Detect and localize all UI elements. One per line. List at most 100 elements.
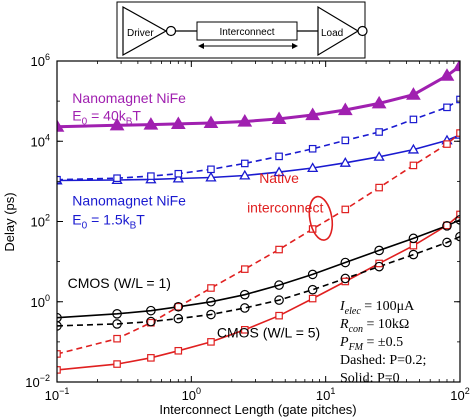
point-native_solid — [240, 325, 249, 334]
point-nife40_solid — [305, 107, 321, 121]
point-native_dashed — [443, 140, 451, 148]
y-tick-label: 100 — [31, 293, 50, 310]
point-native_dashed — [409, 161, 418, 170]
point-nife15_dashed — [341, 136, 350, 145]
point-nife15_solid — [172, 172, 184, 183]
point-nife15_dashed — [174, 169, 183, 178]
point-cmos1_solid — [374, 245, 384, 256]
length-arrow-left-head — [198, 43, 204, 49]
point-cmos5_dashed — [146, 316, 156, 327]
point-nife40_solid — [337, 102, 353, 116]
point-native_dashed — [174, 302, 183, 311]
point-native_solid — [409, 241, 418, 250]
point-nife40_solid — [237, 114, 253, 127]
point-cmos1_solid — [173, 301, 184, 312]
point-nife15_dashed — [113, 174, 121, 182]
point-cmos1_solid — [340, 257, 351, 268]
point-cmos1_solid — [274, 280, 284, 290]
point-nife15_solid — [373, 150, 385, 161]
point-nife40_solid — [170, 116, 186, 129]
circuit-diagram: Driver Interconnect Load — [116, 1, 368, 59]
label-cmos5: CMOS (W/L = 5) — [217, 324, 320, 340]
point-native_dashed — [207, 284, 215, 292]
point-nife15_solid — [339, 157, 351, 167]
point-cmos5_dashed — [374, 261, 384, 272]
point-cmos1_solid — [57, 312, 62, 323]
label-native_l2: interconnect — [247, 199, 323, 215]
point-cmos1_solid — [239, 289, 250, 300]
point-nife15_solid — [205, 171, 217, 182]
point-cmos5_dashed — [173, 313, 184, 324]
energy-label-e40: E0 = 40kBT — [72, 107, 141, 127]
point-native_solid — [443, 221, 451, 230]
point-cmos5_dashed — [274, 295, 284, 305]
point-native_dashed — [57, 350, 61, 358]
point-native_dashed — [240, 265, 249, 273]
point-nife15_solid — [273, 166, 285, 177]
point-cmos5_dashed — [57, 321, 62, 331]
series-line-cmos1_solid — [57, 219, 460, 319]
point-nife15_dashed — [409, 115, 418, 124]
y-tick-label: 10−2 — [25, 373, 50, 390]
point-cmos5_dashed — [340, 273, 351, 284]
point-nife15_dashed — [207, 165, 215, 174]
point-nife15_dashed — [443, 103, 451, 112]
point-native_dashed — [341, 205, 350, 214]
point-nife15_solid — [407, 143, 420, 154]
x-axis-label: Interconnect Length (gate pitches) — [159, 402, 356, 417]
point-cmos5_dashed — [112, 319, 122, 329]
marker-layer — [57, 61, 460, 374]
point-nife15_dashed — [275, 152, 283, 161]
param-pfm: PFM = ±0.5 — [339, 335, 403, 353]
y-tick-label: 106 — [31, 52, 50, 69]
point-cmos5_dashed — [206, 309, 216, 320]
load-buffer-icon — [317, 5, 360, 57]
native-highlight-ellipse — [308, 195, 334, 241]
length-arrow-right-head — [292, 43, 298, 49]
point-nife15_solid — [239, 169, 251, 180]
point-cmos5_dashed — [408, 249, 419, 260]
point-cmos1_solid — [206, 296, 216, 307]
point-nife40_solid — [371, 95, 387, 109]
point-native_solid — [275, 311, 283, 320]
point-nife40_solid — [452, 61, 460, 72]
point-nife15_dashed — [57, 175, 61, 184]
x-tick-label: 10−1 — [45, 386, 70, 403]
y-tick-label: 102 — [31, 213, 50, 230]
point-native_dashed — [113, 334, 121, 343]
y-tick-label: 104 — [31, 132, 50, 149]
label-nife40_name: Nanomagnet NiFe — [72, 90, 186, 106]
point-nife40_solid — [406, 87, 421, 100]
point-nife15_dashed — [375, 128, 383, 136]
param-ielec: Ielec = 100μA — [339, 299, 415, 317]
point-cmos5_dashed — [442, 237, 452, 248]
point-cmos1_solid — [442, 221, 452, 231]
driver-inverter-bubble — [165, 25, 177, 37]
point-nife15_solid — [307, 162, 319, 173]
point-nife40_solid — [203, 115, 219, 129]
point-cmos5_dashed — [239, 303, 250, 313]
x-tick-label: 102 — [450, 386, 469, 403]
point-native_dashed — [275, 245, 283, 254]
point-cmos1_solid — [146, 305, 156, 316]
label-cmos1: CMOS (W/L = 1) — [68, 275, 171, 291]
point-nife15_dashed — [308, 144, 317, 153]
point-nife40_solid — [109, 117, 125, 131]
label-layer: Nanomagnet NiFe Nanomagnet NiFe Native inte… — [68, 90, 324, 340]
point-cmos1_solid — [408, 233, 419, 244]
driver-buffer-icon — [122, 5, 168, 57]
point-nife40_solid — [271, 111, 287, 124]
driver-label: Driver — [127, 28, 154, 39]
x-tick-label: 100 — [182, 386, 201, 403]
point-native_solid — [308, 294, 317, 303]
energy-label-e15: E0 = 1.5kBT — [72, 211, 145, 231]
interconnect-box — [196, 21, 298, 41]
label-native_l1: Native — [259, 170, 299, 186]
point-cmos1_solid — [112, 309, 122, 319]
point-nife40_solid — [439, 68, 455, 81]
y-axis-label: Delay (ps) — [2, 192, 17, 251]
point-nife40_solid — [143, 117, 159, 130]
param-rcon: Rcon = 10kΩ — [339, 317, 409, 335]
